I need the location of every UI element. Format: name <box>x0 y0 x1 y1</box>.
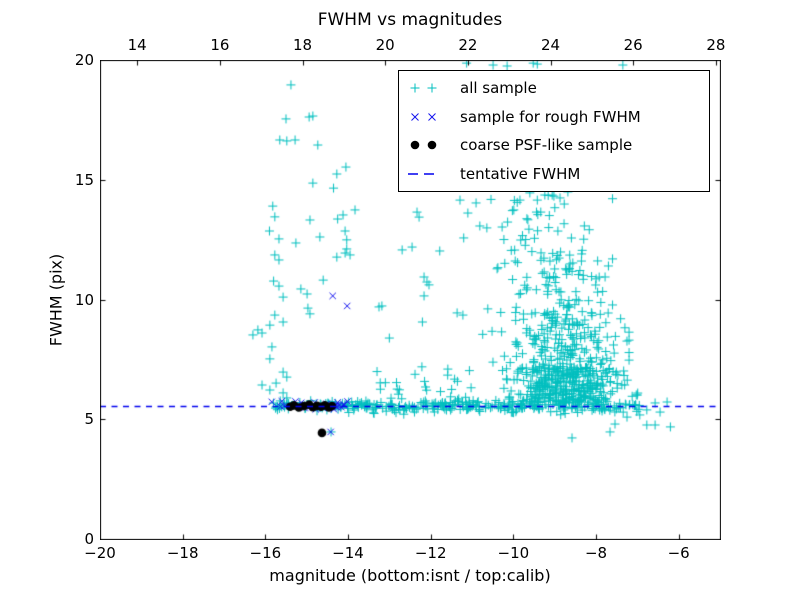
x-top-tick-label: 14 <box>127 36 147 54</box>
x-bottom-tick-label: −16 <box>249 544 282 562</box>
legend-box: all sample sample for rough FWHM coarse … <box>398 70 710 192</box>
x-top-tick-label: 26 <box>623 36 643 54</box>
x-top-tick-label: 28 <box>706 36 726 54</box>
y-tick-label: 0 <box>84 530 94 548</box>
legend-item-tentative-fwhm: tentative FWHM <box>399 160 709 187</box>
legend-label: coarse PSF-like sample <box>460 136 633 155</box>
dash-line-icon <box>408 173 434 175</box>
y-tick-label: 20 <box>74 51 94 69</box>
legend-item-rough-fwhm: sample for rough FWHM <box>399 103 709 130</box>
y-tick-label: 5 <box>84 410 94 429</box>
legend-label: all sample <box>460 79 537 98</box>
legend-label: sample for rough FWHM <box>460 107 641 126</box>
y-axis-label: FWHM (pix) <box>46 253 66 347</box>
legend-item-psf-sample: coarse PSF-like sample <box>399 132 709 159</box>
y-tick-label: 10 <box>74 290 94 309</box>
x-top-tick-label: 18 <box>292 36 313 54</box>
dot-marker-icon <box>410 140 437 150</box>
legend-label: tentative FWHM <box>460 164 581 183</box>
x-bottom-tick-label: −6 <box>667 544 690 562</box>
x-bottom-tick-label: −8 <box>584 544 608 562</box>
x-top-tick-label: 22 <box>458 36 478 54</box>
y-tick-label: 15 <box>74 170 94 189</box>
x-top-tick-label: 20 <box>375 36 395 54</box>
x-axis-label: magnitude (bottom:isnt / top:calib) <box>269 566 551 585</box>
legend-item-all-sample: all sample <box>399 75 709 102</box>
x-top-tick-label: 24 <box>540 36 561 54</box>
x-bottom-tick-label: −12 <box>414 544 447 562</box>
x-top-tick-label: 16 <box>210 36 230 54</box>
chart-title: FWHM vs magnitudes <box>317 10 503 30</box>
x-marker-icon <box>411 112 436 121</box>
plus-marker-icon <box>410 83 437 93</box>
x-bottom-tick-label: −14 <box>332 544 364 562</box>
x-bottom-tick-label: −10 <box>497 544 530 562</box>
x-bottom-tick-label: −20 <box>84 544 116 562</box>
x-bottom-tick-label: −18 <box>166 544 199 562</box>
